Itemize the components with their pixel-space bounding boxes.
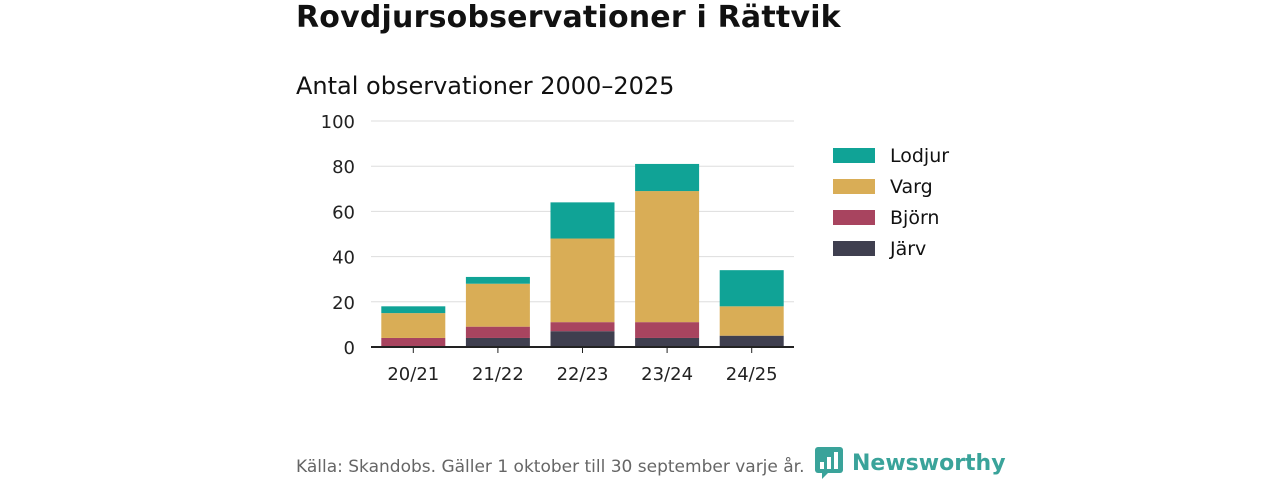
brand-logo: Newsworthy: [814, 446, 1006, 480]
bar-segment-varg: [635, 191, 700, 323]
bar-segment-björn: [465, 326, 530, 338]
bar-segment-björn: [550, 322, 615, 332]
bar-segment-lodjur: [465, 276, 530, 284]
chart-legend: Lodjur Varg Björn Järv: [833, 140, 949, 264]
newsworthy-logo-icon: [815, 447, 843, 479]
bar-segment-järv: [635, 337, 700, 347]
source-note: Källa: Skandobs. Gäller 1 oktober till 3…: [296, 457, 805, 477]
y-tick-label: 0: [344, 338, 355, 359]
x-tick-label: 23/24: [641, 364, 693, 385]
legend-item-varg: Varg: [833, 171, 949, 202]
x-tick-label: 22/23: [557, 364, 609, 385]
bar-segment-järv: [719, 335, 784, 347]
bar-segment-järv: [465, 337, 530, 347]
brand-name: Newsworthy: [852, 450, 1006, 476]
bar-segment-varg: [381, 313, 446, 338]
y-tick-label: 80: [332, 157, 355, 178]
y-tick-label: 100: [321, 112, 355, 133]
legend-swatch: [833, 210, 875, 225]
legend-item-björn: Björn: [833, 202, 949, 233]
y-tick-label: 20: [332, 293, 355, 314]
bar-segment-lodjur: [635, 163, 700, 192]
page-title: Rovdjursobservationer i Rättvik: [296, 0, 841, 35]
axes: 0 20 40 60 80 100 20/21 21/22 22/23 23/24 24/25: [321, 112, 794, 385]
legend-label: Lodjur: [890, 144, 950, 167]
y-tick-label: 40: [332, 248, 355, 269]
bar-segment-järv: [550, 331, 615, 347]
legend-item-järv: Järv: [833, 233, 949, 264]
x-tick-label: 20/21: [387, 364, 439, 385]
bar-segment-varg: [550, 238, 615, 323]
bar-segment-lodjur: [550, 202, 615, 239]
legend-label: Varg: [890, 175, 933, 198]
y-tick-label: 60: [332, 202, 355, 223]
bar-segment-lodjur: [381, 306, 446, 314]
x-tick-label: 24/25: [726, 364, 778, 385]
legend-label: Järv: [890, 237, 927, 260]
bar-segment-björn: [381, 337, 446, 347]
legend-label: Björn: [890, 206, 940, 229]
bars: [381, 163, 784, 347]
legend-item-lodjur: Lodjur: [833, 140, 949, 171]
legend-swatch: [833, 179, 875, 194]
x-tick-label: 21/22: [472, 364, 524, 385]
bar-segment-varg: [465, 283, 530, 327]
legend-swatch: [833, 148, 875, 163]
legend-swatch: [833, 241, 875, 256]
bar-segment-lodjur: [719, 270, 784, 307]
bar-segment-björn: [635, 322, 700, 338]
chart-subtitle: Antal observationer 2000–2025: [296, 72, 675, 100]
bar-segment-varg: [719, 306, 784, 336]
